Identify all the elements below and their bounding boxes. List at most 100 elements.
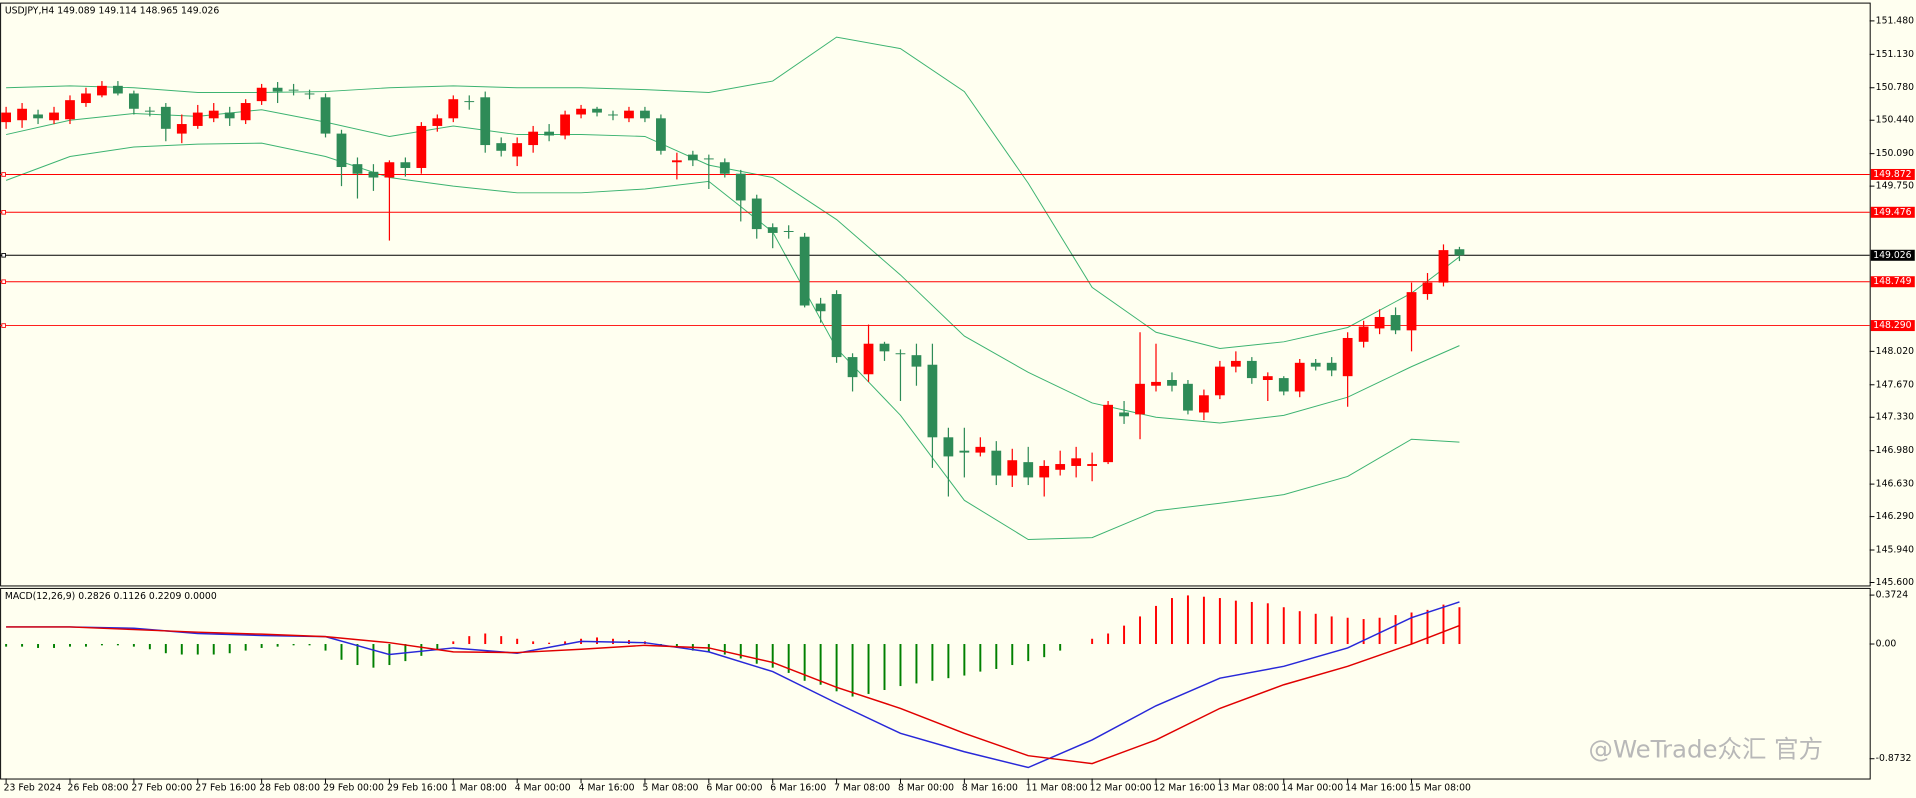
level-marker: [1, 172, 6, 177]
candle-body: [1199, 395, 1209, 413]
x-tick-label: 7 Mar 08:00: [834, 783, 890, 794]
candle-body: [1294, 362, 1305, 392]
y-tick-label: 145.600: [1876, 577, 1914, 588]
x-tick-label: 8 Mar 16:00: [962, 783, 1018, 794]
y-tick-label: 147.330: [1876, 412, 1914, 423]
price-title: USDJPY,H4 149.089 149.114 148.965 149.02…: [5, 6, 220, 17]
y-tick-label: 148.020: [1876, 346, 1914, 357]
candle-body: [384, 162, 395, 178]
candle-body: [656, 118, 666, 151]
candle-body: [208, 110, 219, 119]
candle-body: [927, 364, 938, 438]
candle-body: [1039, 465, 1050, 478]
y-tick-label: 149.750: [1876, 181, 1914, 192]
candle-body: [1438, 250, 1449, 283]
candle-body: [240, 103, 251, 121]
candle-body: [1454, 249, 1465, 256]
candle-body: [831, 294, 842, 358]
indicator-line: [6, 36, 1460, 349]
candle-body: [496, 143, 507, 151]
level-label-box: [1870, 168, 1915, 180]
candle-body: [1167, 380, 1177, 386]
indicator-line: [6, 601, 1460, 769]
y-tick-label: 0.3724: [1876, 590, 1909, 601]
level-marker: [1, 253, 6, 258]
watermark: @WeTrade众汇 官方: [1589, 734, 1823, 763]
level-label: 149.026: [1873, 250, 1911, 261]
candle-body: [336, 133, 347, 168]
y-tick-label: 150.090: [1876, 148, 1914, 159]
candle-body: [1151, 381, 1161, 386]
x-tick-label: 12 Mar 16:00: [1154, 783, 1216, 794]
candle-body: [97, 85, 107, 96]
x-tick-label: 27 Feb 00:00: [131, 783, 192, 794]
x-tick-label: 13 Mar 08:00: [1217, 783, 1279, 794]
x-tick-label: 27 Feb 16:00: [195, 783, 256, 794]
y-tick-label: 150.780: [1876, 82, 1914, 93]
candle-body: [815, 303, 826, 312]
level-label-box: [1870, 276, 1915, 288]
candle-body: [1358, 326, 1369, 342]
candle-body: [799, 236, 810, 306]
candle-body: [1406, 292, 1417, 331]
candle-body: [975, 446, 986, 453]
candle-body: [432, 118, 443, 126]
level-label-box: [1870, 206, 1915, 218]
candle-body: [1278, 378, 1289, 392]
candle-body: [113, 85, 123, 94]
x-tick-label: 6 Mar 00:00: [706, 783, 762, 794]
x-tick-label: 4 Mar 00:00: [515, 783, 571, 794]
candle-body: [448, 99, 459, 119]
candle-body: [256, 87, 267, 102]
x-tick-label: 14 Mar 16:00: [1345, 783, 1407, 794]
candle-body: [1135, 383, 1145, 415]
candle-body: [592, 108, 602, 113]
y-tick-label: 146.630: [1876, 479, 1914, 490]
x-tick-label: 11 Mar 08:00: [1026, 783, 1088, 794]
candle-body: [128, 93, 139, 109]
y-tick-label: 145.940: [1876, 545, 1914, 556]
candle-body: [608, 114, 618, 116]
candle-body: [624, 110, 634, 119]
level-marker: [1, 323, 6, 328]
candle-body: [49, 112, 59, 121]
y-tick-label: 146.980: [1876, 445, 1914, 456]
candle-body: [65, 100, 75, 120]
candle-body: [911, 355, 922, 367]
candle-body: [1087, 464, 1098, 466]
x-tick-label: 29 Feb 00:00: [323, 783, 384, 794]
candle-body: [1183, 383, 1193, 411]
candle-body: [81, 93, 91, 104]
indicator-line: [6, 624, 1460, 765]
candle-body: [160, 106, 171, 129]
x-tick-label: 5 Mar 08:00: [642, 783, 698, 794]
y-tick-label: 146.290: [1876, 511, 1914, 522]
candle-body: [224, 112, 235, 119]
y-tick-label: 151.480: [1876, 15, 1914, 26]
candle-body: [1119, 412, 1129, 417]
candle-body: [33, 114, 43, 119]
candle-body: [943, 437, 954, 457]
candle-body: [416, 125, 427, 168]
candle-body: [1246, 360, 1257, 379]
candle-body: [1023, 462, 1034, 478]
macd-title: MACD(12,26,9) 0.2826 0.1126 0.2209 0.000…: [5, 591, 217, 602]
candle-body: [671, 160, 682, 163]
candle-body: [464, 101, 475, 103]
candle-body: [576, 108, 586, 115]
candle-body: [879, 343, 890, 352]
candle-body: [400, 162, 411, 168]
candle-body: [1, 112, 11, 123]
y-tick-label: -0.8732: [1876, 753, 1912, 764]
candle-body: [1342, 337, 1353, 377]
level-marker: [1, 210, 6, 215]
candle-body: [640, 110, 650, 119]
x-tick-label: 14 Mar 00:00: [1281, 783, 1343, 794]
candle-body: [1310, 362, 1321, 367]
candle-body: [144, 110, 155, 112]
candle-body: [1007, 460, 1018, 476]
candle-body: [991, 450, 1002, 476]
candle-body: [320, 97, 331, 134]
level-label: 148.290: [1873, 320, 1911, 331]
